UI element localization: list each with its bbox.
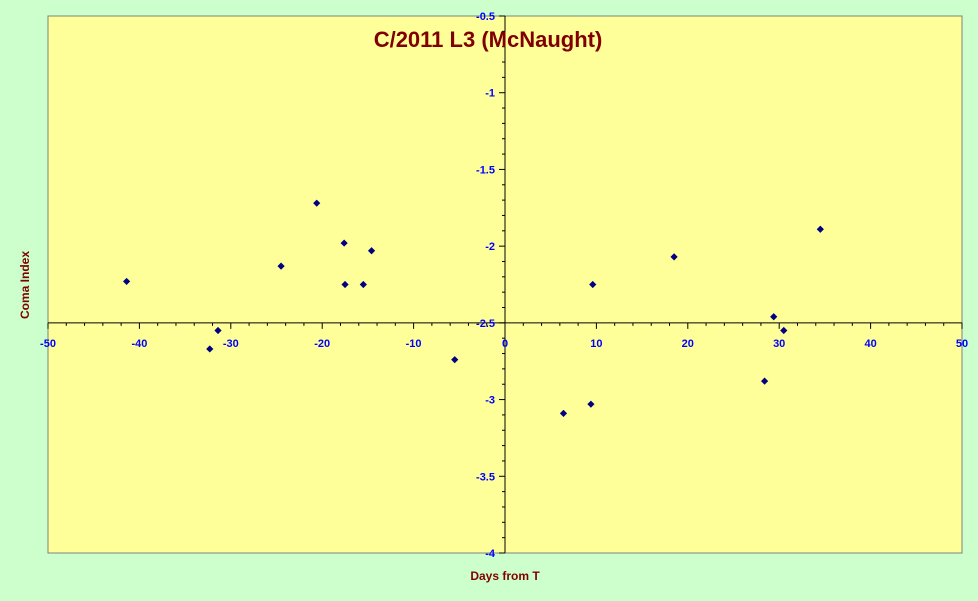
data-point [123, 277, 131, 286]
data-point [770, 313, 778, 321]
data-point [670, 253, 678, 261]
chart-title: C/2011 L3 (McNaught) [374, 27, 603, 52]
y-tick-label: -2.5 [476, 318, 495, 330]
x-tick-label: -20 [314, 338, 330, 350]
data-point [341, 280, 349, 289]
y-tick-label: -3.5 [476, 471, 495, 483]
x-tick-label: -40 [131, 338, 147, 350]
y-axis-title: Coma Index [18, 251, 32, 319]
data-point [589, 280, 597, 289]
y-tick-label: -1.5 [476, 164, 495, 176]
y-tick-label: -3 [485, 395, 495, 407]
data-point [340, 239, 348, 247]
data-point [277, 262, 285, 270]
data-point [313, 199, 321, 207]
y-tick-label: -1 [485, 88, 495, 100]
x-tick-label: -10 [406, 338, 422, 350]
data-point [760, 377, 769, 385]
x-tick-label: 30 [773, 338, 785, 350]
x-axis-title: Days from T [470, 569, 540, 583]
data-point [559, 409, 568, 417]
x-tick-label: -30 [223, 338, 239, 350]
y-tick-label: -4 [485, 548, 496, 560]
x-tick-label: -50 [40, 338, 56, 350]
x-tick-label: 40 [864, 338, 876, 350]
data-point [816, 225, 824, 233]
x-tick-label: 0 [502, 338, 508, 350]
data-point [214, 326, 222, 335]
y-tick-label: -0.5 [476, 11, 495, 23]
data-point [367, 247, 376, 255]
data-point [451, 356, 459, 364]
data-markers [123, 199, 824, 417]
x-tick-label: 20 [682, 338, 694, 350]
x-tick-label: 10 [590, 338, 602, 350]
data-point [359, 280, 367, 289]
y-tick-label: -2 [485, 241, 495, 253]
x-tick-label: 50 [956, 338, 968, 350]
axes: -50 -40 -30 -20 -10 0 10 20 30 40 50 -0.5 -1 -1.5 -2 -2… [40, 11, 968, 560]
data-point [587, 400, 595, 408]
data-point [780, 326, 788, 335]
data-point [206, 345, 214, 353]
